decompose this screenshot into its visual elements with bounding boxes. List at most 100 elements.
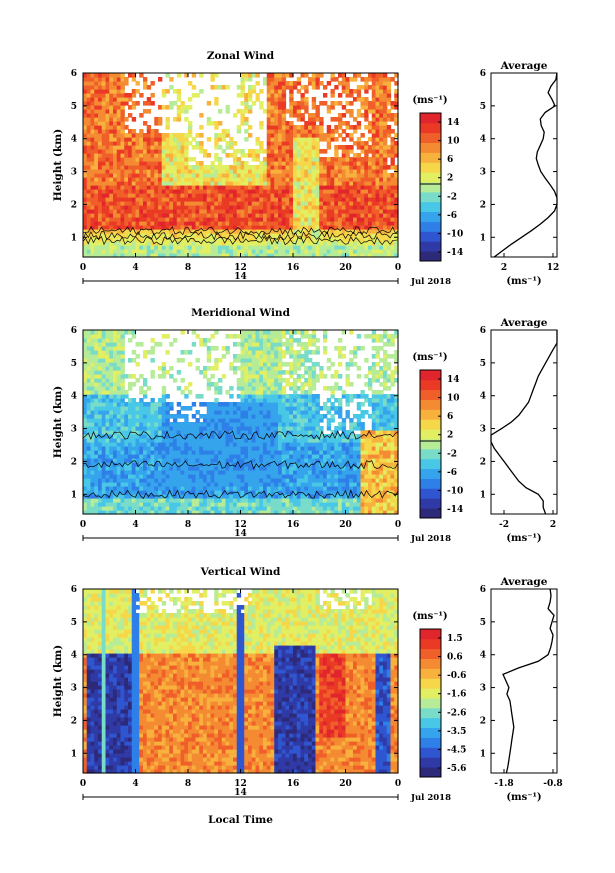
heatmap-cell xyxy=(98,354,103,359)
heatmap-cell xyxy=(308,181,313,186)
heatmap-cell xyxy=(188,442,193,447)
heatmap-cell xyxy=(169,137,174,142)
heatmap-cell xyxy=(143,181,148,186)
heatmap-cell xyxy=(379,153,384,158)
heatmap-cell xyxy=(240,77,245,82)
heatmap-cell xyxy=(281,165,287,170)
heatmap-cell xyxy=(180,137,185,142)
heatmap-cell xyxy=(278,169,283,174)
heatmap-cell xyxy=(315,205,320,210)
heatmap-cell xyxy=(383,185,388,190)
heatmap-cell xyxy=(139,233,144,238)
heatmap-cell xyxy=(124,494,129,499)
heatmap-cell xyxy=(218,165,223,170)
heatmap-cell xyxy=(360,105,365,110)
heatmap-cell xyxy=(214,386,219,391)
heatmap-cell xyxy=(199,430,204,435)
heatmap-cell xyxy=(308,157,313,162)
heatmap-cell xyxy=(120,378,125,383)
heatmap-cell xyxy=(240,374,245,379)
heatmap-cell xyxy=(169,161,174,166)
heatmap-cell xyxy=(248,470,253,475)
heatmap-cell xyxy=(113,169,118,174)
heatmap-cell xyxy=(128,133,133,138)
heatmap-cell xyxy=(109,221,114,226)
heatmap-cell xyxy=(83,410,88,415)
heatmap-cell xyxy=(94,93,99,98)
heatmap-cell xyxy=(120,117,125,122)
heatmap-cell xyxy=(124,402,129,407)
heatmap-cell xyxy=(229,470,234,475)
heatmap-cell xyxy=(225,245,230,250)
heatmap-cell xyxy=(169,213,174,218)
heatmap-cell xyxy=(210,169,215,174)
heatmap-cell xyxy=(341,137,347,142)
heatmap-cell xyxy=(165,117,170,122)
heatmap-cell xyxy=(330,249,335,254)
heatmap-cell xyxy=(98,157,103,162)
heatmap-cell xyxy=(266,93,272,98)
heatmap-cell xyxy=(236,426,242,431)
heatmap-cell xyxy=(281,77,287,82)
heatmap-cell xyxy=(94,161,99,166)
heatmap-cell xyxy=(244,169,249,174)
heatmap-cell xyxy=(210,201,215,206)
heatmap-cell xyxy=(214,73,219,78)
heatmap-cell xyxy=(229,394,234,399)
heatmap-cell xyxy=(289,253,294,258)
heatmap-cell xyxy=(135,470,140,475)
heatmap-cell xyxy=(94,442,99,447)
heatmap-cell xyxy=(356,109,362,114)
heatmap-cell xyxy=(128,237,133,242)
heatmap-cell xyxy=(124,414,129,419)
heatmap-cell xyxy=(98,490,103,495)
heatmap-cell xyxy=(236,173,242,178)
heatmap-cell xyxy=(251,446,257,451)
heatmap-cell xyxy=(289,173,294,178)
heatmap-cell xyxy=(210,209,215,214)
heatmap-cell xyxy=(165,217,170,222)
heatmap-cell xyxy=(101,153,107,158)
heatmap-cell xyxy=(330,229,335,234)
heatmap-cell xyxy=(131,434,137,439)
heatmap-cell xyxy=(236,109,242,114)
heatmap-cell xyxy=(251,149,257,154)
heatmap-cell xyxy=(191,177,197,182)
heatmap-cell xyxy=(94,338,99,343)
heatmap-cell xyxy=(390,241,395,246)
heatmap-cell xyxy=(270,253,275,258)
heatmap-cell xyxy=(131,470,137,475)
heatmap-cell xyxy=(356,141,362,146)
heatmap-cell xyxy=(221,426,227,431)
heatmap-cell xyxy=(101,442,107,447)
x-tick-label: 8 xyxy=(185,263,191,273)
heatmap-cell xyxy=(308,153,313,158)
heatmap-cell xyxy=(240,237,245,242)
heatmap-cell xyxy=(124,185,129,190)
heatmap-cell xyxy=(229,494,234,499)
heatmap-cell xyxy=(229,173,234,178)
heatmap-cell xyxy=(113,382,118,387)
heatmap-cell xyxy=(218,173,223,178)
heatmap-cell xyxy=(368,213,373,218)
heatmap-cell xyxy=(173,422,178,427)
heatmap-cell xyxy=(390,189,395,194)
heatmap-cell xyxy=(233,458,238,463)
heatmap-cell xyxy=(94,241,99,246)
heatmap-cell xyxy=(349,197,354,202)
heatmap-cell xyxy=(116,229,122,234)
heatmap-cell xyxy=(94,406,99,411)
heatmap-cell xyxy=(109,141,114,146)
heatmap-cell xyxy=(135,498,140,503)
heatmap-cell xyxy=(206,189,212,194)
heatmap-cell xyxy=(199,458,204,463)
heatmap-cell xyxy=(128,213,133,218)
heatmap-cell xyxy=(158,446,163,451)
heatmap-cell xyxy=(120,462,125,467)
heatmap-cell xyxy=(86,137,92,142)
heatmap-cell xyxy=(109,366,114,371)
heatmap-cell xyxy=(255,502,260,507)
heatmap-cell xyxy=(135,229,140,234)
heatmap-cell xyxy=(143,482,148,487)
heatmap-cell xyxy=(285,217,290,222)
